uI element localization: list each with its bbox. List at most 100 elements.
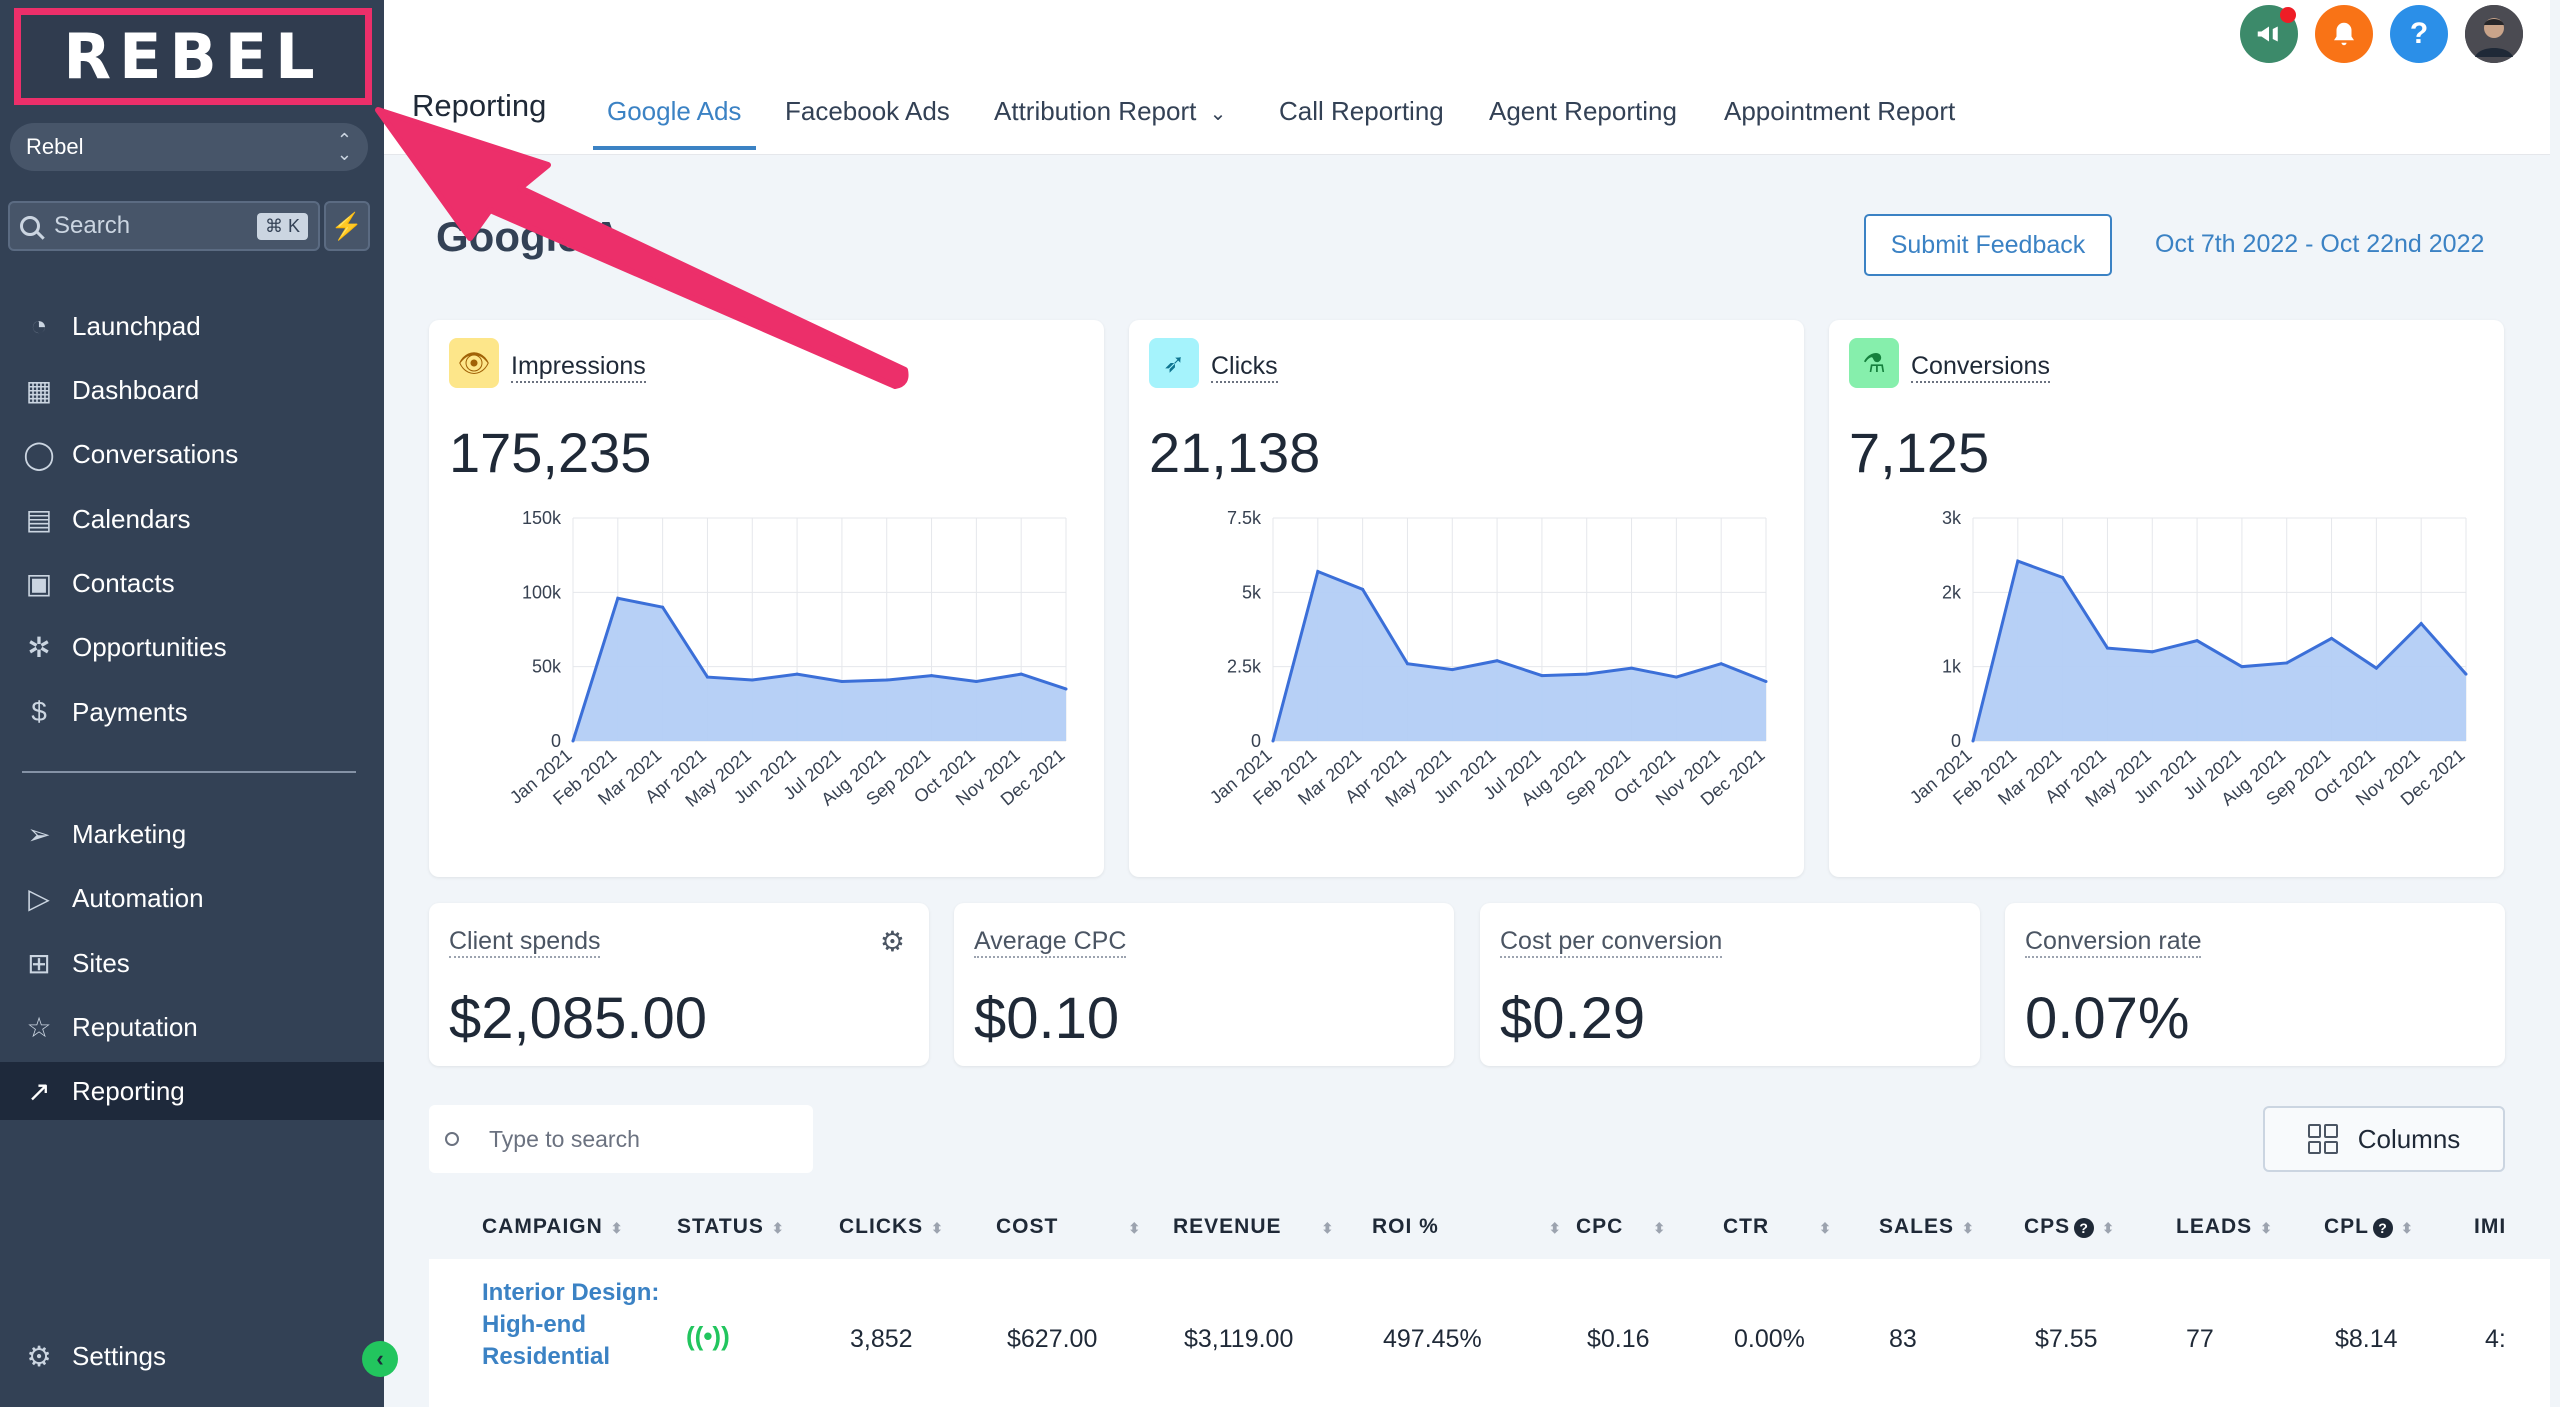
sort-icon: ⬍: [1548, 1220, 1562, 1236]
col-revenue[interactable]: REVENUE ⬍: [1173, 1215, 1334, 1239]
columns-button[interactable]: Columns: [2263, 1106, 2505, 1172]
col-leads[interactable]: LEADS ⬍: [2176, 1215, 2273, 1239]
avatar[interactable]: [2465, 5, 2523, 63]
broadcast-status-icon: ((•)): [686, 1321, 730, 1351]
col-ctr[interactable]: CTR ⬍: [1723, 1215, 1832, 1239]
dashboard-icon: ▦: [25, 374, 53, 406]
sidebar-item-reputation[interactable]: ☆ Reputation: [0, 998, 384, 1056]
collapse-sidebar-button[interactable]: ‹: [362, 1341, 398, 1377]
sidebar-item-calendars[interactable]: ▤ Calendars: [0, 490, 384, 548]
data-point: [1064, 687, 1068, 691]
tab-call-reporting[interactable]: Call Reporting: [1279, 96, 1444, 126]
tab-google-ads[interactable]: Google Ads: [607, 96, 742, 126]
stat-label[interactable]: Client spends: [449, 927, 601, 958]
sidebar-item-dashboard[interactable]: ▦ Dashboard: [0, 361, 384, 419]
globe-icon: ⊞: [27, 947, 51, 979]
tab-attribution-report[interactable]: Attribution Report ⌄: [994, 96, 1226, 127]
col-campaign[interactable]: CAMPAIGN ⬍: [482, 1215, 624, 1239]
stat-label[interactable]: Average CPC: [974, 927, 1127, 958]
clicks-value: 21,138: [1149, 421, 1321, 484]
submit-feedback-button[interactable]: Submit Feedback: [1864, 214, 2112, 276]
cell-impressions: 4:: [2485, 1325, 2506, 1353]
sidebar-item-payments[interactable]: $ Payments: [0, 683, 384, 741]
sort-icon: ⬍: [2102, 1220, 2115, 1236]
data-point: [1971, 739, 1975, 743]
y-tick-label: 2.5k: [1227, 657, 1262, 677]
sidebar-item-label: Automation: [72, 882, 204, 913]
active-tab-indicator: [593, 146, 756, 150]
table-search-input[interactable]: Type to search: [429, 1105, 813, 1173]
sort-icon: ⬍: [1819, 1220, 1832, 1236]
y-tick-label: 1k: [1942, 657, 1962, 677]
col-sales[interactable]: SALES ⬍: [1879, 1215, 1975, 1239]
stat-label[interactable]: Cost per conversion: [1500, 927, 1723, 958]
col-label: CPC: [1576, 1215, 1624, 1238]
sidebar-item-label: Payments: [72, 696, 188, 727]
conversions-label[interactable]: Conversions: [1911, 352, 2050, 383]
data-point: [571, 739, 575, 743]
data-point: [1674, 675, 1678, 679]
sidebar-item-settings[interactable]: ⚙ Settings: [0, 1327, 384, 1385]
col-clicks[interactable]: CLICKS ⬍: [839, 1215, 944, 1239]
stat-label[interactable]: Conversion rate: [2025, 927, 2202, 958]
y-tick-label: 2k: [1942, 582, 1962, 602]
y-tick-label: 50k: [532, 657, 562, 677]
col-cpl[interactable]: CPL? ⬍: [2324, 1215, 2414, 1239]
data-point: [1271, 739, 1275, 743]
sort-icon: ⬍: [1321, 1220, 1335, 1236]
sidebar-item-conversations[interactable]: ◯ Conversations: [0, 425, 384, 483]
logo[interactable]: REBEL: [14, 8, 372, 105]
sidebar-item-opportunities[interactable]: ✲ Opportunities: [0, 618, 384, 676]
data-point: [2419, 622, 2423, 626]
col-roi[interactable]: ROI % ⬍: [1372, 1215, 1562, 1239]
help-icon[interactable]: ?: [2390, 5, 2448, 63]
stat-value: 0.07%: [2025, 986, 2190, 1051]
data-point: [750, 678, 754, 682]
col-label: REVENUE: [1173, 1215, 1282, 1238]
account-switcher[interactable]: Rebel ⌃ ⌄: [10, 123, 368, 171]
tab-appointment-report[interactable]: Appointment Report: [1724, 96, 1956, 126]
impressions-label[interactable]: Impressions: [511, 352, 646, 383]
col-cps[interactable]: CPS? ⬍: [2024, 1215, 2115, 1239]
sidebar-item-launchpad[interactable]: ◔ Launchpad: [0, 297, 384, 355]
send-icon: ➢: [27, 818, 51, 850]
sidebar-item-sites[interactable]: ⊞ Sites: [0, 934, 384, 992]
y-tick-label: 0: [1251, 731, 1261, 751]
stat-value: $0.10: [974, 986, 1120, 1051]
data-point: [2150, 650, 2154, 654]
sidebar-item-label: Sites: [72, 947, 130, 978]
data-point: [930, 674, 934, 678]
help-circle-icon[interactable]: ?: [2074, 1218, 2095, 1238]
series-line: [571, 596, 1067, 742]
table-header: CAMPAIGN ⬍ STATUS ⬍ CLICKS ⬍ COST ⬍ REVENUE ⬍…: [429, 1193, 2550, 1259]
gear-icon[interactable]: ⚙: [879, 926, 905, 957]
y-tick-label: 5k: [1242, 582, 1262, 602]
col-cpc[interactable]: CPC ⬍: [1576, 1215, 1666, 1239]
help-circle-icon[interactable]: ?: [2373, 1218, 2393, 1238]
date-range-picker[interactable]: Oct 7th 2022 - Oct 22nd 2022: [2155, 230, 2485, 258]
quick-action-bolt-icon[interactable]: ⚡: [324, 201, 370, 251]
tab-facebook-ads[interactable]: Facebook Ads: [785, 96, 950, 126]
conversions-card: ⚗ Conversions 7,125 0 1k 2k 3k Jan 2021 Feb 2…: [1829, 320, 2504, 877]
sidebar-search-input[interactable]: Search ⌘ K: [8, 201, 320, 251]
col-status[interactable]: STATUS ⬍: [677, 1215, 785, 1239]
sidebar-item-contacts[interactable]: ▣ Contacts: [0, 554, 384, 612]
sidebar-item-reporting[interactable]: ↗ Reporting: [0, 1062, 384, 1120]
clicks-label[interactable]: Clicks: [1211, 352, 1278, 383]
megaphone-icon[interactable]: [2240, 5, 2298, 63]
campaign-link[interactable]: Interior Design: High-end Residential: [482, 1279, 660, 1370]
sort-icon: ⬍: [1653, 1220, 1667, 1236]
sort-icon: ⬍: [2401, 1220, 2414, 1236]
col-impressions[interactable]: IMI: [2474, 1215, 2507, 1238]
bell-icon[interactable]: [2315, 5, 2373, 63]
sidebar-item-marketing[interactable]: ➢ Marketing: [0, 805, 384, 863]
col-cost[interactable]: COST ⬍: [996, 1215, 1141, 1239]
y-tick-label: 100k: [522, 582, 562, 602]
cell-revenue: $3,119.00: [1184, 1325, 1294, 1353]
col-label: CPS: [2024, 1215, 2071, 1238]
sidebar-item-label: Contacts: [72, 567, 175, 598]
sidebar-item-automation[interactable]: ▷ Automation: [0, 869, 384, 927]
impressions-value: 175,235: [449, 421, 652, 484]
tab-agent-reporting[interactable]: Agent Reporting: [1489, 96, 1677, 126]
